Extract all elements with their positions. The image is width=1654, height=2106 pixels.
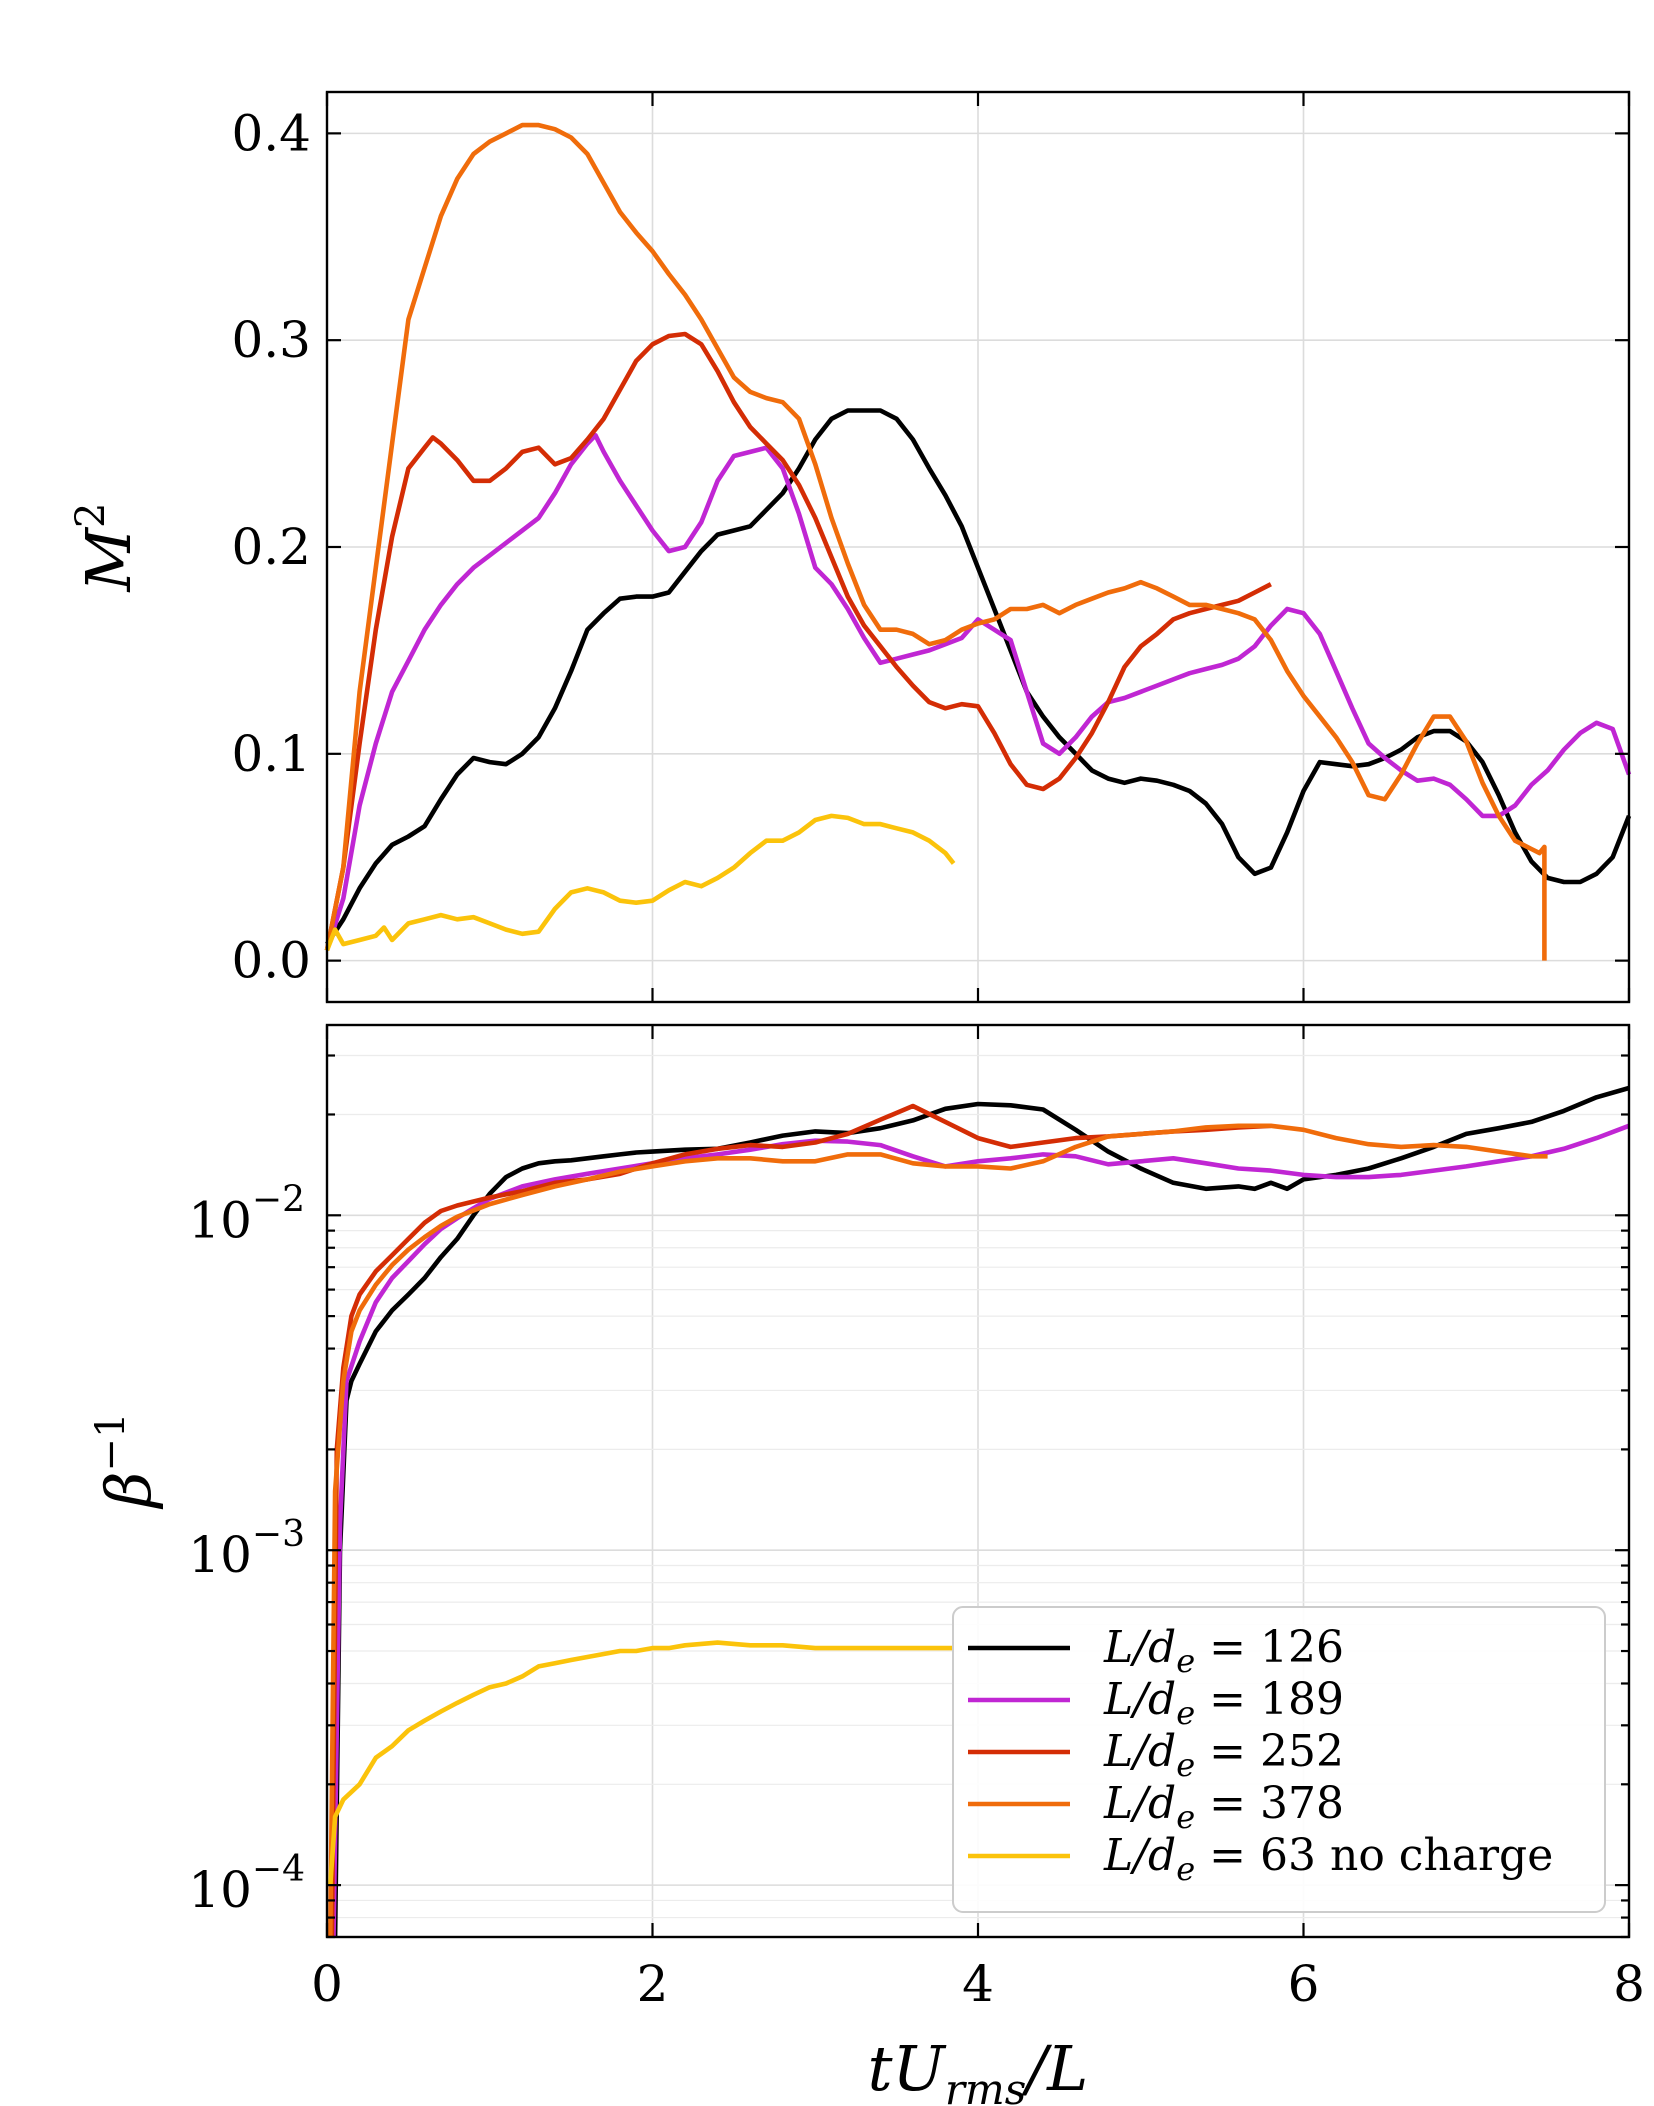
bottom-y-tick-label: 10−3: [188, 1514, 305, 1584]
legend-label: L/de = 378: [1103, 1778, 1344, 1836]
bottom-series-line-2: [331, 1123, 1630, 1938]
bottom-x-tick-label: 4: [962, 1955, 994, 2013]
top-series: [324, 122, 1632, 961]
bottom-series-line-4: [328, 1123, 1548, 1938]
bottom-x-tick-label: 8: [1613, 1955, 1645, 2013]
top-grid: [326, 92, 1630, 1002]
top-y-axis-label: M2: [68, 503, 145, 593]
bottom-x-tick-label: 2: [637, 1955, 669, 2013]
top-y-tick-label: 0.0: [231, 932, 311, 990]
top-y-tick-label: 0.4: [231, 104, 311, 162]
top-y-tick-label: 0.1: [231, 725, 311, 783]
legend-label: L/de = 126: [1103, 1622, 1344, 1680]
top-series-line-3: [324, 331, 1272, 951]
top-y-tick-label: 0.2: [231, 518, 311, 576]
top-plot-frame: [325, 90, 1631, 1004]
bottom-plot-frame: [325, 1023, 1631, 1939]
bottom-y-tick-label: 10−4: [188, 1849, 305, 1919]
top-series-line-5: [324, 813, 956, 952]
legend-label: L/de = 252: [1103, 1726, 1344, 1784]
bottom-series-line-3: [329, 1103, 1272, 1938]
bottom-x-tick-label: 0: [311, 1955, 343, 2013]
bottom-series: [328, 1085, 1630, 1938]
legend-box: [952, 1606, 1606, 1913]
top-ticks: 0.0 0.1 0.2 0.3 0.4: [231, 92, 1631, 1002]
bottom-y-tick-label: 10−2: [188, 1179, 305, 1249]
legend-label: L/de = 189: [1103, 1674, 1344, 1732]
top-y-tick-label: 0.3: [231, 311, 311, 369]
bottom-x-tick-label: 6: [1288, 1955, 1320, 2013]
top-series-line-4: [324, 122, 1547, 961]
bottom-panel: 0 2 4 6 8 10−4 10−3 10−2 β−1 tUrms/L L/de = 126…: [88, 1023, 1645, 2106]
bottom-y-axis-label: β−1: [88, 1413, 165, 1510]
top-panel: 0.0 0.1 0.2 0.3 0.4 M2: [68, 90, 1632, 1004]
bottom-ticks: 0 2 4 6 8 10−4 10−3 10−2: [188, 1025, 1645, 2013]
bottom-series-line-5: [328, 1640, 954, 1886]
top-series-line-1: [325, 408, 1632, 946]
legend-label: L/de = 63 no charge: [1103, 1830, 1553, 1888]
x-axis-label: tUrms/L: [868, 2032, 1089, 2106]
